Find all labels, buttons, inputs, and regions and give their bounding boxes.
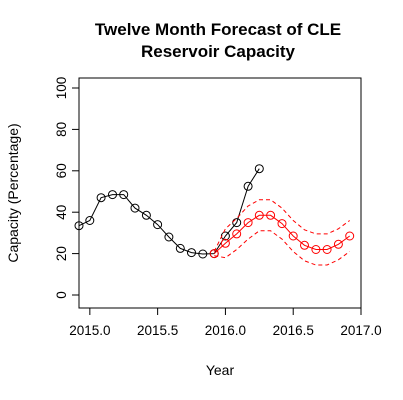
y-tick-label: 20: [54, 246, 69, 261]
series-forecast: [209, 210, 355, 259]
data-point-observed: [232, 218, 242, 228]
x-tick-label: 2016.0: [205, 323, 246, 338]
data-point-observed: [119, 190, 129, 200]
data-point-forecast: [243, 218, 253, 228]
series-line-forecast: [213, 214, 350, 254]
data-point-observed: [130, 203, 140, 213]
y-axis: 0 20 40 60 80 100: [54, 77, 79, 299]
data-point-forecast: [220, 238, 230, 248]
data-point-observed: [254, 164, 264, 174]
data-point-observed: [74, 221, 84, 231]
data-point-observed: [141, 210, 151, 220]
series-observed: [74, 164, 264, 259]
data-point-observed: [187, 248, 196, 258]
y-tick-label: 60: [54, 163, 69, 178]
data-point-observed: [153, 220, 163, 230]
series-lower-bound: [214, 230, 350, 266]
x-tick-label: 2017.0: [340, 323, 381, 338]
data-point-forecast: [288, 231, 298, 241]
data-point-forecast: [277, 219, 287, 229]
chart-title-line-2: Reservoir Capacity: [141, 42, 296, 61]
series-line-upper-bound: [213, 199, 350, 252]
data-point-observed: [108, 190, 117, 200]
y-tick-label: 40: [54, 205, 69, 220]
data-point-observed: [96, 193, 106, 203]
chart-title-line-1: Twelve Month Forecast of CLE: [95, 20, 341, 39]
data-point-observed: [164, 232, 174, 242]
data-point-forecast: [333, 239, 343, 249]
data-point-observed: [175, 243, 185, 253]
y-tick-label: 100: [54, 77, 69, 100]
data-point-forecast: [345, 231, 355, 241]
y-axis-label: Capacity (Percentage): [5, 123, 21, 262]
data-point-forecast: [254, 210, 264, 220]
y-tick-label: 0: [54, 291, 69, 299]
data-point-forecast: [311, 245, 321, 254]
data-point-observed: [243, 181, 253, 191]
plot-frame: [78, 77, 362, 309]
x-axis-label: Year: [206, 362, 235, 378]
data-point-forecast: [232, 229, 242, 239]
x-axis: 2015.0 2015.5 2016.0 2016.5 2017.0: [69, 308, 382, 338]
data-point-forecast: [322, 245, 332, 254]
data-point-observed: [198, 249, 208, 259]
data-point-observed: [85, 216, 95, 225]
x-tick-label: 2015.5: [137, 323, 178, 338]
series-layer: [74, 164, 355, 266]
series-upper-bound: [213, 199, 350, 252]
y-tick-label: 80: [54, 122, 69, 137]
series-line-lower-bound: [214, 230, 350, 266]
data-point-forecast: [266, 210, 276, 220]
x-tick-label: 2016.5: [273, 323, 314, 338]
x-tick-label: 2015.0: [69, 323, 110, 338]
data-point-forecast: [300, 240, 309, 250]
data-point-forecast: [209, 249, 219, 259]
